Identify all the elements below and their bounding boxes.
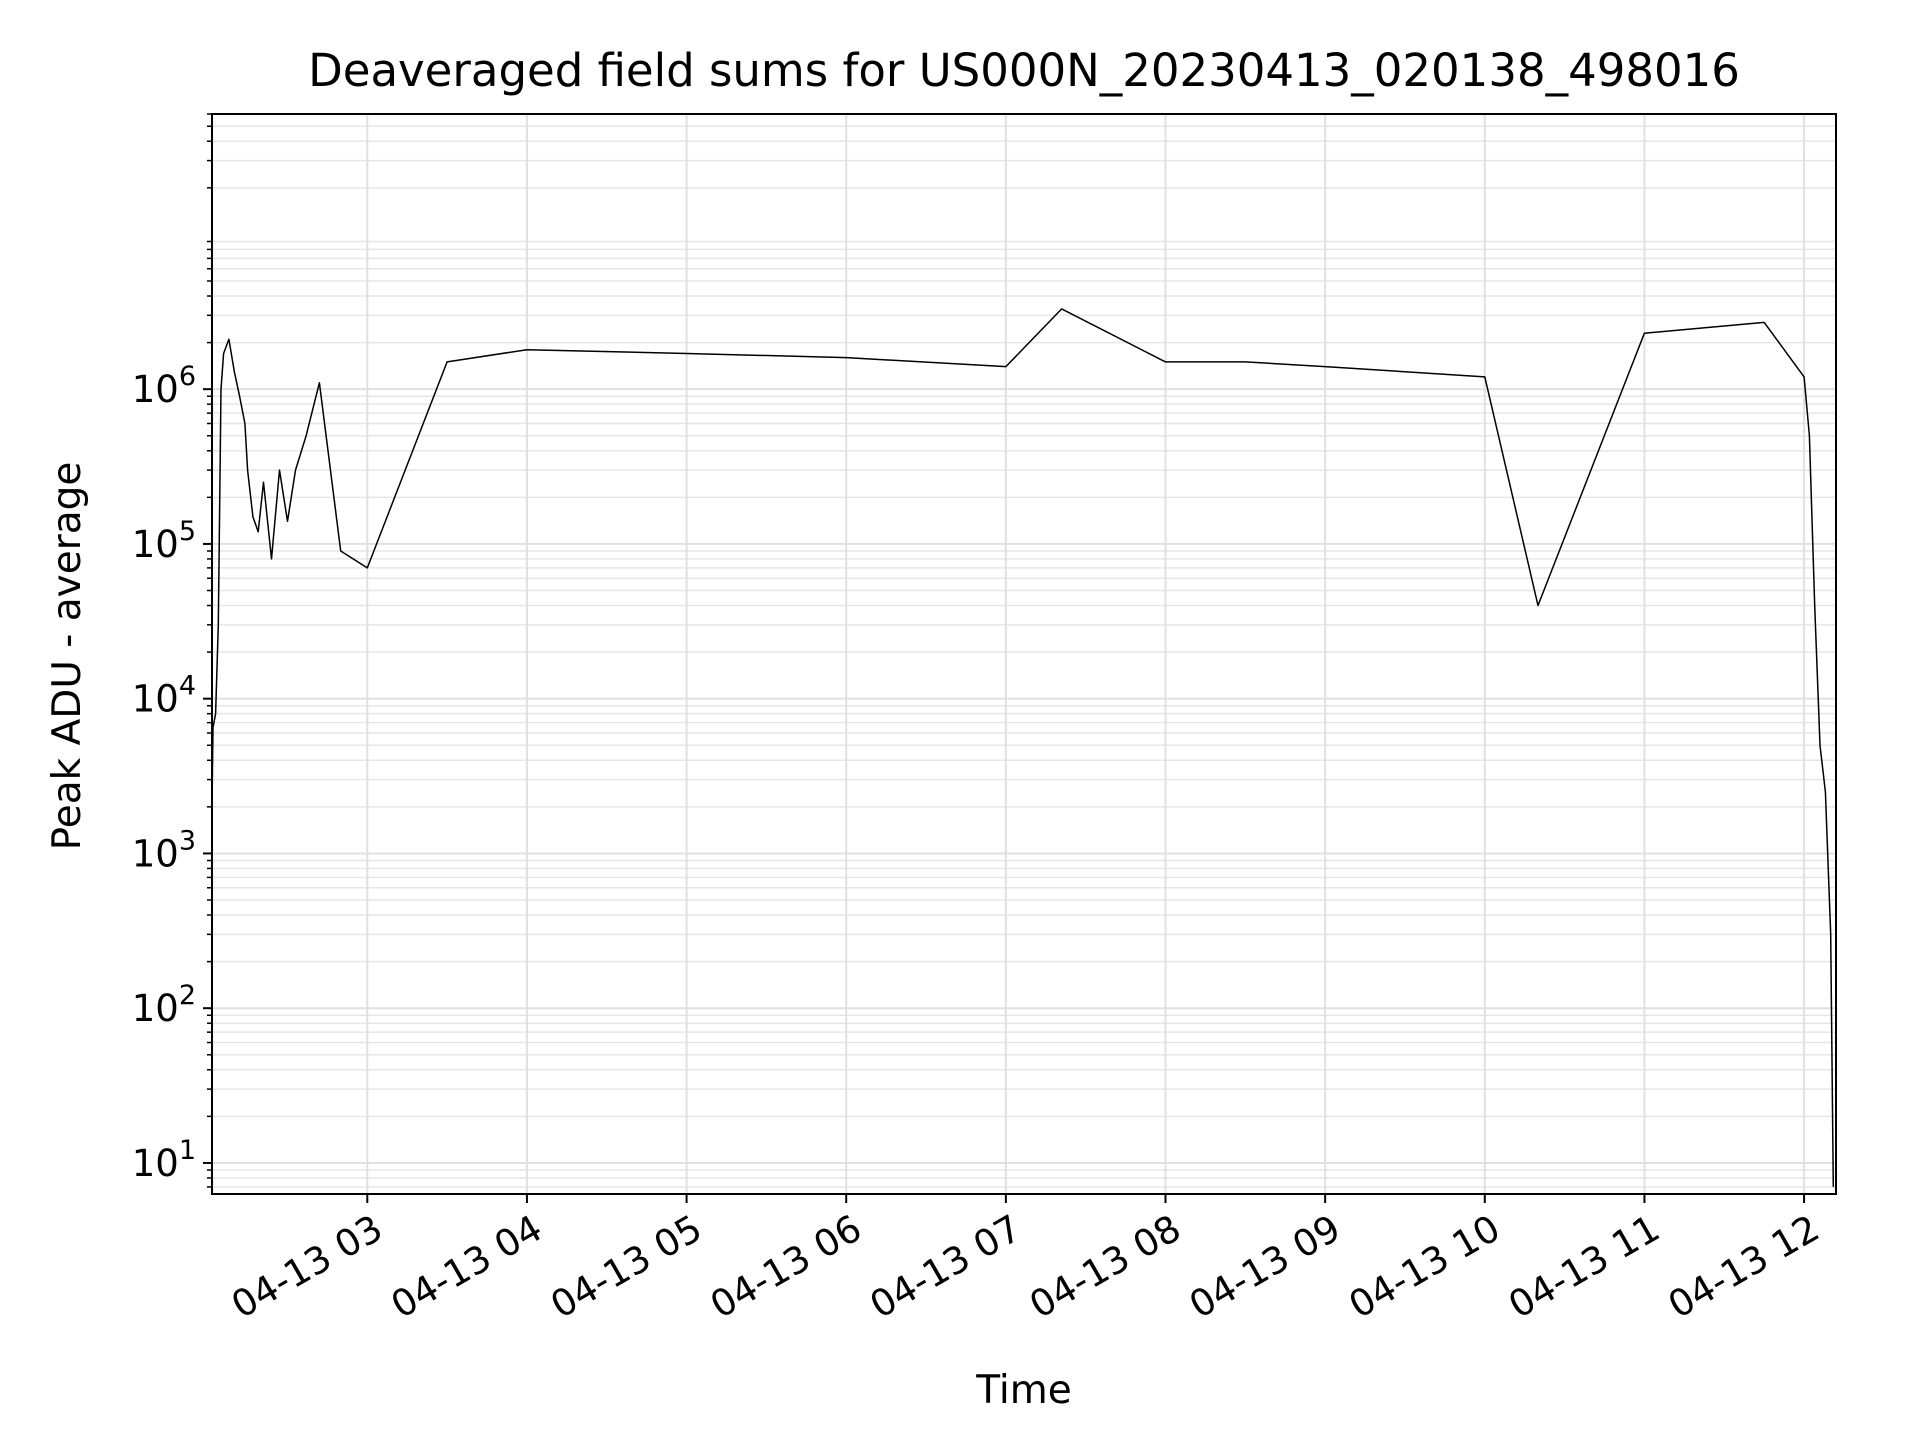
- grid-lines: [212, 113, 1836, 1194]
- y-axis-label: Peak ADU - average: [45, 462, 90, 851]
- y-tick-label: 102: [132, 980, 196, 1030]
- chart-title: Deaveraged field sums for US000N_2023041…: [308, 44, 1740, 97]
- series-line: [211, 308, 1835, 1187]
- y-tick-label: 104: [132, 671, 196, 721]
- y-tick-label: 103: [132, 825, 196, 875]
- x-axis-label: Time: [975, 1368, 1071, 1413]
- y-tick-label: 105: [132, 516, 196, 566]
- y-tick-label: 106: [132, 361, 196, 411]
- plot-frame: [211, 113, 1837, 1195]
- y-tick-label: 101: [132, 1135, 196, 1185]
- data-series: [211, 308, 1835, 1187]
